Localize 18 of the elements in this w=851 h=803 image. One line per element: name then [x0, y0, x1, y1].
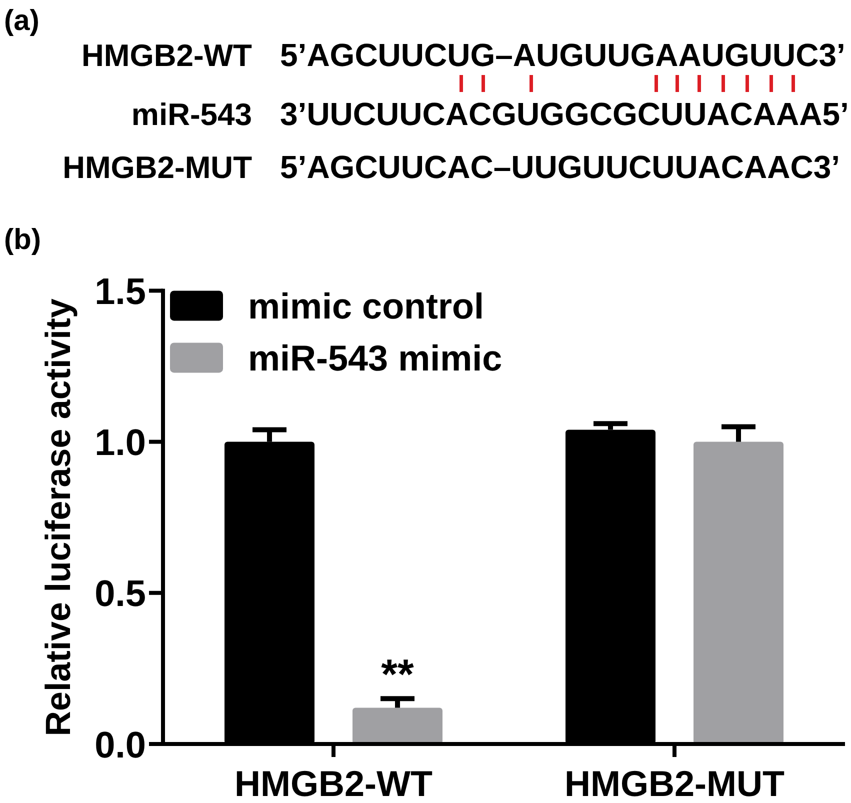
annotation: ** — [381, 650, 414, 698]
legend-label: mimic control — [248, 286, 484, 327]
text: 5’AGCUUCAC–UUGUUCUUACAAC3’ — [280, 149, 840, 185]
bar — [694, 442, 784, 744]
bar — [352, 708, 442, 744]
text: HMGB2-MUT — [62, 150, 252, 185]
text: (a) — [4, 5, 40, 37]
legend-label: miR-543 mimic — [248, 338, 502, 379]
y-tick-label: 0.5 — [94, 573, 146, 614]
text: HMGB2-WT — [82, 38, 252, 73]
y-axis-title: Relative luciferase activity — [39, 298, 78, 736]
y-tick-label: 1.0 — [94, 422, 146, 464]
y-tick-label: 1.5 — [94, 271, 146, 312]
chart-title: (b) — [4, 224, 42, 256]
y-tick-label: 0.0 — [94, 724, 146, 766]
text: 3’UUCUUCACGUGGCGCUUACAAA5’ — [280, 96, 849, 132]
text: 5’AGCUUCUG–AUGUUGAAUGUUC3’ — [280, 37, 846, 73]
text: miR-543 — [131, 97, 252, 132]
